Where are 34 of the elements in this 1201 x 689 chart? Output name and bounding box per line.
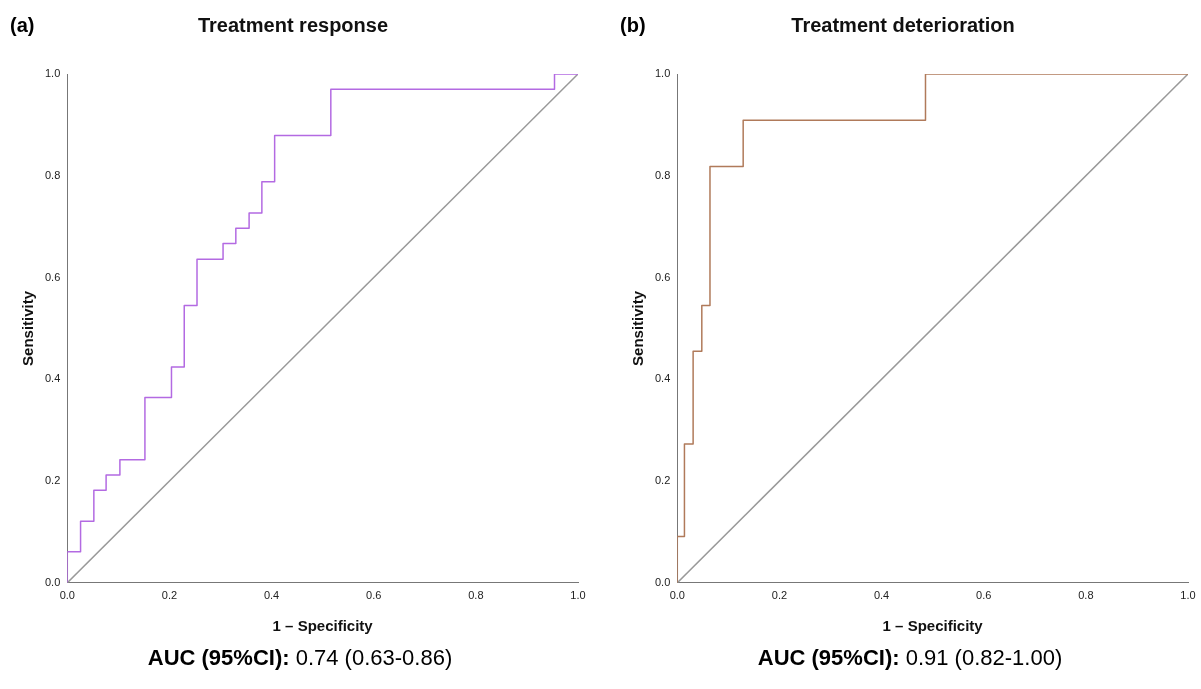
y-tick-label: 0.2 bbox=[654, 474, 671, 487]
text: (b) bbox=[620, 14, 646, 37]
y-tick-label: 0.2 bbox=[44, 474, 61, 487]
y-tick-label: 0.4 bbox=[654, 372, 671, 385]
x-tick-label: 0.2 bbox=[771, 589, 788, 602]
x-tick-label: 0.0 bbox=[669, 589, 685, 602]
text: AUC (95%CI): 0.74 (0.63-0.86) bbox=[146, 645, 454, 671]
text: (a) bbox=[10, 14, 35, 37]
y-tick-label: 0.6 bbox=[654, 270, 671, 283]
x-tick-label: 1.0 bbox=[570, 589, 586, 602]
y-axis-title: Sensitivity bbox=[19, 290, 37, 366]
text: AUC (95%CI): 0.91 (0.82-1.00) bbox=[756, 645, 1064, 671]
x-tick-label: 1.0 bbox=[1180, 589, 1196, 602]
chart-title: Treatment response bbox=[197, 13, 389, 36]
x-tick-label: 0.6 bbox=[366, 589, 382, 602]
x-tick-label: 0.0 bbox=[59, 589, 75, 602]
y-tick-label: 0.0 bbox=[654, 575, 671, 588]
y-tick-label: 0.8 bbox=[654, 168, 671, 181]
x-tick-label: 0.8 bbox=[468, 589, 484, 602]
y-tick-label: 0.8 bbox=[44, 168, 61, 181]
x-axis-title: 1 – Specificity bbox=[882, 617, 984, 635]
y-tick-label: 0.4 bbox=[44, 372, 61, 385]
x-tick-label: 0.4 bbox=[873, 589, 890, 602]
y-axis-title: Sensitivity bbox=[629, 290, 647, 366]
y-tick-label: 1.0 bbox=[654, 67, 671, 80]
x-tick-label: 0.6 bbox=[976, 589, 992, 602]
x-tick-label: 0.2 bbox=[161, 589, 178, 602]
x-tick-label: 0.8 bbox=[1078, 589, 1094, 602]
x-axis-title: 1 – Specificity bbox=[272, 617, 374, 635]
y-tick-label: 1.0 bbox=[44, 67, 61, 80]
y-tick-label: 0.0 bbox=[44, 575, 61, 588]
chart-title: Treatment deterioration bbox=[791, 13, 1015, 36]
x-tick-label: 0.4 bbox=[263, 589, 280, 602]
y-tick-label: 0.6 bbox=[44, 270, 61, 283]
